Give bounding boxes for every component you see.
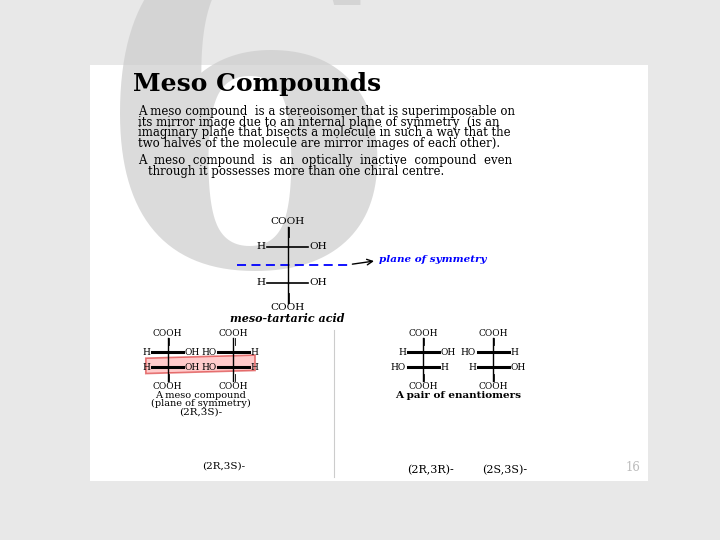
Text: 6: 6 <box>91 0 401 357</box>
Text: (2R,3R)-: (2R,3R)- <box>408 465 454 476</box>
Text: H: H <box>441 363 448 372</box>
Polygon shape <box>145 355 255 374</box>
Text: OH: OH <box>184 348 200 356</box>
Text: A meso compound: A meso compound <box>155 390 246 400</box>
Text: OH: OH <box>310 278 327 287</box>
Text: two halves of the molecule are mirror images of each other).: two halves of the molecule are mirror im… <box>138 137 500 150</box>
Text: OH: OH <box>184 363 200 372</box>
Text: (2R,3S)-: (2R,3S)- <box>179 408 222 416</box>
Text: (plane of symmetry): (plane of symmetry) <box>150 399 251 408</box>
Text: through it possesses more than one chiral centre.: through it possesses more than one chira… <box>148 165 444 178</box>
Text: COOH: COOH <box>478 382 508 391</box>
Text: COOH: COOH <box>408 329 438 338</box>
Text: plane of symmetry: plane of symmetry <box>379 255 487 265</box>
Text: A meso compound  is a stereoisomer that is superimposable on: A meso compound is a stereoisomer that i… <box>138 105 515 118</box>
Text: meso-tartaric acid: meso-tartaric acid <box>230 313 345 325</box>
Text: HO: HO <box>461 348 476 356</box>
Text: COOH: COOH <box>408 382 438 391</box>
Text: COOH: COOH <box>271 218 305 226</box>
Text: (2R,3S)-: (2R,3S)- <box>202 461 246 470</box>
Text: H: H <box>510 348 518 356</box>
Text: COOH: COOH <box>219 382 248 391</box>
Text: Meso Compounds: Meso Compounds <box>132 72 381 97</box>
Text: HO: HO <box>201 348 216 356</box>
Text: H: H <box>256 278 265 287</box>
Text: H: H <box>256 242 265 251</box>
Text: COOH: COOH <box>219 329 248 338</box>
Text: H: H <box>143 363 150 372</box>
Text: (2S,3S)-: (2S,3S)- <box>482 465 527 476</box>
Text: imaginary plane that bisects a molecule in such a way that the: imaginary plane that bisects a molecule … <box>138 126 510 139</box>
Text: COOH: COOH <box>153 329 182 338</box>
Text: OH: OH <box>441 348 456 356</box>
Text: its mirror image due to an internal plane of symmetry  (is an: its mirror image due to an internal plan… <box>138 116 500 129</box>
Text: H: H <box>143 348 150 356</box>
Text: OH: OH <box>510 363 526 372</box>
Text: OH: OH <box>310 242 327 251</box>
Text: COOH: COOH <box>271 303 305 312</box>
Text: H: H <box>398 348 406 356</box>
Text: COOH: COOH <box>153 382 182 391</box>
Text: 16: 16 <box>626 462 640 475</box>
Text: HO: HO <box>391 363 406 372</box>
Text: A pair of enantiomers: A pair of enantiomers <box>395 390 521 400</box>
Text: A  meso  compound  is  an  optically  inactive  compound  even: A meso compound is an optically inactive… <box>138 154 512 167</box>
Text: H: H <box>468 363 476 372</box>
Text: HO: HO <box>201 363 216 372</box>
Text: COOH: COOH <box>478 329 508 338</box>
Text: H: H <box>251 363 258 372</box>
Text: H: H <box>251 348 258 356</box>
